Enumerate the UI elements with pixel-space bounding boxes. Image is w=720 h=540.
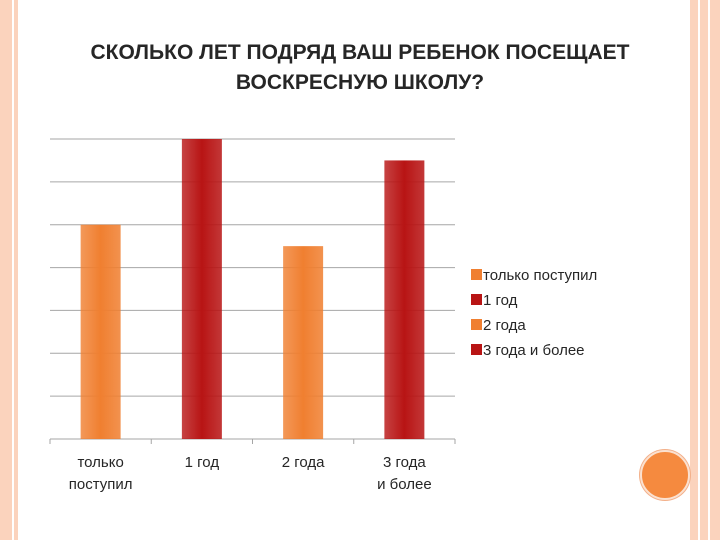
legend-swatch <box>471 344 482 355</box>
bar <box>283 246 324 439</box>
left-decorative-border <box>0 0 18 540</box>
x-tick-label: 3 года и более <box>377 454 432 493</box>
legend-label: 2 года <box>483 317 526 334</box>
x-tick-label: 2 года <box>282 454 325 471</box>
legend-swatch <box>471 319 482 330</box>
legend-label: 3 года и более <box>483 342 585 359</box>
bar <box>181 139 222 439</box>
legend-label: 1 год <box>483 292 518 309</box>
slide-title: СКОЛЬКО ЛЕТ ПОДРЯД ВАШ РЕБЕНОК ПОСЕЩАЕТ … <box>90 41 630 94</box>
bar <box>384 160 425 439</box>
legend-swatch <box>471 269 482 280</box>
x-tick-label: 1 год <box>185 454 220 471</box>
legend-label: только поступил <box>483 267 597 284</box>
x-tick-label: только поступил <box>69 454 133 493</box>
decorative-circle <box>640 450 690 500</box>
bar <box>80 224 121 439</box>
right-decorative-border <box>690 0 720 540</box>
legend-swatch <box>471 294 482 305</box>
